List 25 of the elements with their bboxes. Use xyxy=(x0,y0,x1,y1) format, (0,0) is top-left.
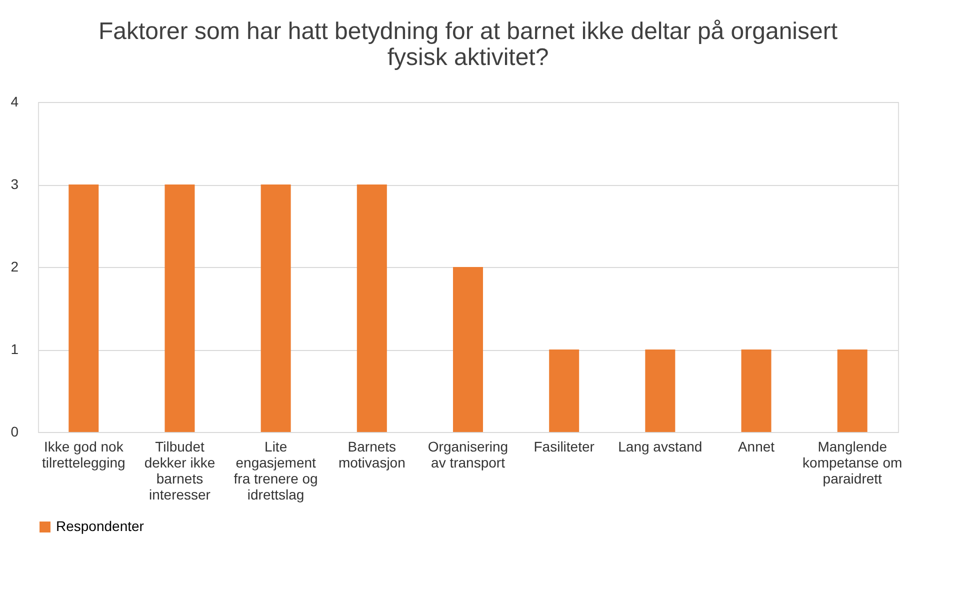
bar xyxy=(549,350,580,432)
x-tick-label: Manglende kompetanse om paraidrett xyxy=(802,438,902,486)
bar xyxy=(741,350,772,432)
bar xyxy=(453,267,483,432)
x-tick-label: Tilbudet dekker ikke barnets interesser xyxy=(144,438,216,502)
y-tick-label: 4 xyxy=(10,94,19,110)
y-tick-label: 3 xyxy=(10,176,19,192)
chart-title: Faktorer som har hatt betydning for at barnet ikke deltar på organisert fysisk aktivitet? xyxy=(98,18,838,71)
x-tick-label: Lite engasjement fra trenere og idrettslag xyxy=(234,438,318,502)
bar xyxy=(164,184,195,432)
x-tick-label: Fasiliteter xyxy=(534,438,595,454)
bar xyxy=(645,350,676,432)
bar xyxy=(68,184,99,432)
x-tick-label: Organisering av transport xyxy=(428,438,508,470)
bar xyxy=(356,184,387,432)
x-tick-label: Barnets motivasjon xyxy=(338,438,406,470)
x-tick-label: Lang avstand xyxy=(618,438,702,454)
x-tick-label: Ikke god nok tilrettelegging xyxy=(42,438,126,470)
y-tick-label: 2 xyxy=(10,258,19,274)
y-tick-label: 0 xyxy=(10,424,19,440)
x-tick-label: Annet xyxy=(738,438,775,454)
legend-label: Respondenter xyxy=(56,518,144,534)
y-tick-label: 1 xyxy=(10,341,19,357)
bar xyxy=(260,184,291,432)
bar xyxy=(837,350,868,432)
